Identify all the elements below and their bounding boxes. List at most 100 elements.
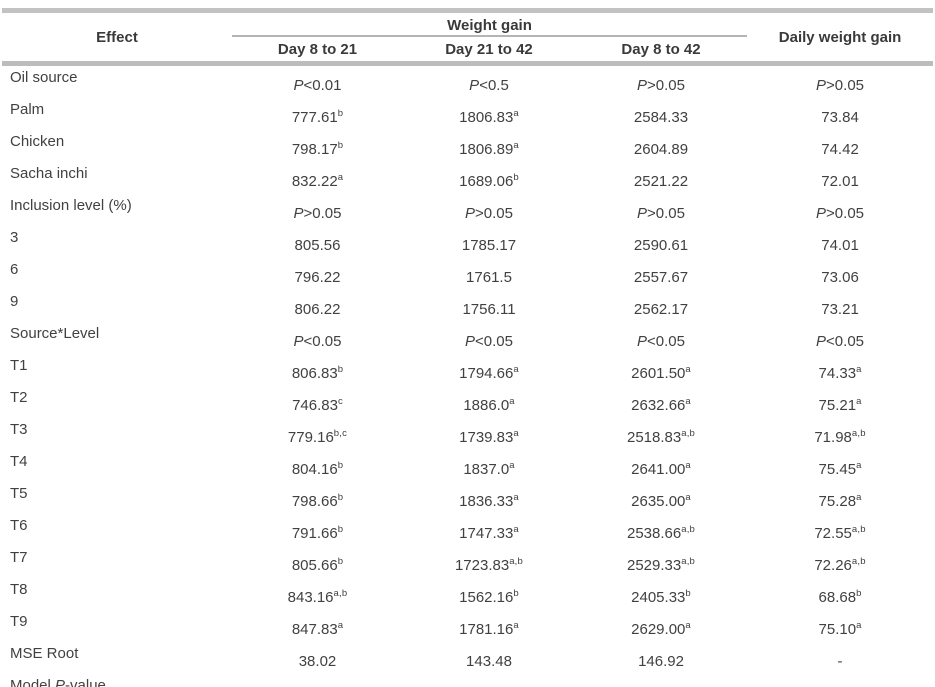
row-label: T5 [10,485,28,502]
table-row: T9 847.83a 1781.16a 2629.00a 75.10a [2,610,933,642]
cell-value: 72.55a,b [814,524,866,542]
cell-value: 73.84 [821,109,859,126]
row-label: MSE Root [10,645,79,662]
cell-value: 73.06 [821,269,859,286]
cell-value: 2601.50a [631,364,691,382]
cell-value: P>0.05 [465,205,513,222]
cell-value: 806.83b [291,364,344,382]
table-row: T3 779.16b,c 1739.83a 2518.83a,b 71.98a,b [2,418,933,450]
row-label: Chicken [10,133,65,150]
cell-value: 1785.17 [461,237,517,254]
row-label: T7 [10,549,28,566]
cell-value: 2529.33a,b [626,556,696,574]
cell-value: P>0.05 [816,77,865,94]
table-body: Oil source P<0.01 P<0.5 P>0.05 P>0.05 Palm 777… [2,64,934,687]
cell-value: 805.66b [291,556,344,574]
cell-value: 847.83a [291,620,344,638]
cell-value: 2584.33 [633,109,689,126]
cell-value: 804.16b [291,460,344,478]
row-label: T3 [10,421,28,438]
cell-value: P<0.5 [469,77,509,94]
cell-value: 2632.66a [631,396,691,414]
cell-value: 798.17b [291,140,344,158]
table-row: T4 804.16b 1837.0a 2641.00a 75.45a [2,450,933,482]
cell-value: 0.022 [403,674,575,687]
cell-value: P<0.05 [637,333,685,350]
cell-value: P<0.05 [465,333,513,350]
table-row: 6 796.22 1761.5 2557.67 73.06 [2,258,933,290]
cell-value: 143.48 [466,653,512,670]
cell-value: P>0.05 [293,205,342,222]
table-row: T5 798.66b 1836.33a 2635.00a 75.28a [2,482,933,514]
row-label: Palm [10,101,45,118]
table-row: 3 805.56 1785.17 2590.61 74.01 [2,226,933,258]
row-label: T2 [10,389,28,406]
cell-value: 746.83c [292,396,343,414]
table-row: T8 843.16a,b 1562.16b 2405.33b 68.68b [2,578,933,610]
cell-value: 38.02 [298,653,337,670]
cell-value: 2590.61 [633,237,689,254]
cell-value: 72.26a,b [814,556,866,574]
cell-value: 1761.5 [466,269,512,286]
cell-value: 2521.22 [633,173,689,190]
cell-value: 2562.17 [633,301,689,318]
table-row: T1 806.83b 1794.66a 2601.50a 74.33a [2,354,933,386]
cell-value: 805.56 [294,237,341,254]
table-row: Source*Level P<0.05 P<0.05 P<0.05 P<0.05 [2,322,933,354]
cell-value: 1756.11 [462,301,516,318]
table-row: MSE Root 38.02 143.48 146.92 - [2,642,933,674]
cell-value: 2557.67 [633,269,689,286]
header-row-group: Effect Weight gain Daily weight gain [2,10,934,66]
cell-value: 779.16b,c [287,428,348,446]
cell-value: P<0.01 [293,77,342,94]
cell-value: P>0.05 [637,77,685,94]
cell-value: 843.16a,b [287,588,348,606]
cell-value: - [837,653,843,670]
cell-value: 1837.0a [463,460,515,478]
cell-value: 74.01 [821,237,859,254]
cell-value: 2604.89 [633,141,689,158]
table-row: T2 746.83c 1886.0a 2632.66a 75.21a [2,386,933,418]
table-row: Chicken 798.17b 1806.89a 2604.89 74.42 [2,130,933,162]
col-header-daily-weight-gain: Daily weight gain [747,10,934,66]
cell-value: 1739.83a [459,428,519,446]
results-table: Effect Weight gain Daily weight gain Day… [2,8,934,687]
cell-value: 798.66b [291,492,344,510]
table-row: 9 806.22 1756.11 2562.17 73.21 [2,290,933,322]
cell-value: 1562.16b [459,588,519,606]
table-row: Inclusion level (%) P>0.05 P>0.05 P>0.05 P>0… [2,194,933,226]
row-label: T6 [10,517,28,534]
table-row: T6 791.66b 1747.33a 2538.66a,b 72.55a,b [2,514,933,546]
row-label: T9 [10,613,28,630]
cell-value: 71.98a,b [814,428,866,446]
cell-value: 1836.33a [459,492,519,510]
cell-value: P<0.05 [293,333,342,350]
row-label: T4 [10,453,28,470]
table-row: T7 805.66b 1723.83a,b 2529.33a,b 72.26a,b [2,546,933,578]
col-header-day-8-to-21: Day 8 to 21 [232,36,403,66]
cell-value: 1794.66a [459,364,519,382]
cell-value: 806.22 [294,301,341,318]
cell-value: 2405.33b [631,588,691,606]
row-label: 6 [10,261,19,278]
cell-value: 1886.0a [463,396,515,414]
cell-value: 2635.00a [631,492,691,510]
table-row: Oil source P<0.01 P<0.5 P>0.05 P>0.05 [2,64,933,99]
cell-value: 72.01 [821,173,859,190]
cell-value: 1723.83a,b [454,556,524,574]
row-label: Source*Level [10,325,100,342]
row-label: T8 [10,581,28,598]
table-row: Palm 777.61b 1806.83a 2584.33 73.84 [2,98,933,130]
col-header-day-21-to-42: Day 21 to 42 [403,36,575,66]
row-label: T1 [10,357,28,374]
cell-value: 2538.66a,b [626,524,696,542]
row-label: Oil source [10,69,78,86]
cell-value: 0.116 [575,674,748,687]
cell-value: 832.22a [291,172,344,190]
cell-value: 796.22 [294,269,341,286]
col-group-header-weight-gain: Weight gain [232,10,748,37]
cell-value: 2518.83a,b [626,428,696,446]
row-label: Inclusion level (%) [10,197,132,214]
col-header-effect: Effect [2,10,232,66]
